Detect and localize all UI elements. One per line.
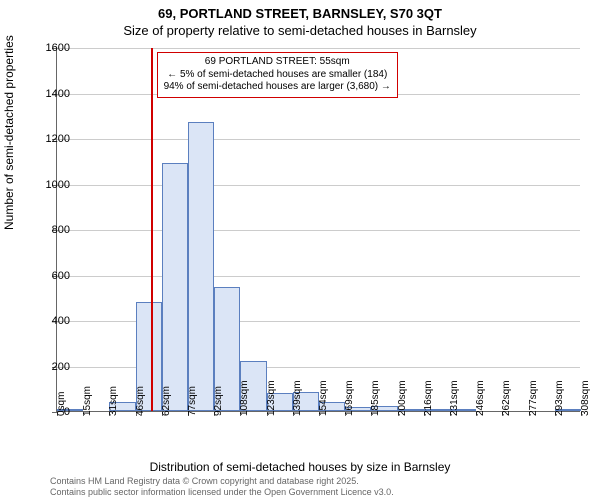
chart-container: 69, PORTLAND STREET, BARNSLEY, S70 3QT S… (0, 0, 600, 500)
title-block: 69, PORTLAND STREET, BARNSLEY, S70 3QT S… (0, 0, 600, 38)
gridline (57, 185, 580, 186)
annotation-line3: 94% of semi-detached houses are larger (… (164, 81, 391, 94)
y-tick-label: 1600 (30, 42, 70, 54)
annotation-box: 69 PORTLAND STREET: 55sqm ← 5% of semi-d… (157, 52, 398, 98)
y-axis-label: Number of semi-detached properties (2, 35, 16, 230)
gridline (57, 230, 580, 231)
title-address: 69, PORTLAND STREET, BARNSLEY, S70 3QT (0, 6, 600, 21)
plot-area: 69 PORTLAND STREET: 55sqm ← 5% of semi-d… (56, 48, 580, 412)
histogram-bar (188, 122, 214, 411)
annotation-line1: 69 PORTLAND STREET: 55sqm (164, 56, 391, 69)
y-tick-label: 600 (30, 270, 70, 282)
footer-line1: Contains HM Land Registry data © Crown c… (50, 476, 394, 487)
gridline (57, 139, 580, 140)
gridline (57, 276, 580, 277)
reference-line (151, 48, 153, 411)
annotation-line2: ← 5% of semi-detached houses are smaller… (164, 69, 391, 82)
histogram-bar (162, 163, 188, 411)
y-tick-label: 800 (30, 224, 70, 236)
y-tick-label: 1000 (30, 179, 70, 191)
footer-attribution: Contains HM Land Registry data © Crown c… (50, 476, 394, 498)
title-subtitle: Size of property relative to semi-detach… (0, 23, 600, 38)
x-axis-label: Distribution of semi-detached houses by … (0, 460, 600, 474)
y-tick-label: 200 (30, 361, 70, 373)
y-tick-label: 1200 (30, 133, 70, 145)
y-tick-label: 1400 (30, 88, 70, 100)
gridline (57, 48, 580, 49)
y-tick-label: 400 (30, 315, 70, 327)
footer-line2: Contains public sector information licen… (50, 487, 394, 498)
